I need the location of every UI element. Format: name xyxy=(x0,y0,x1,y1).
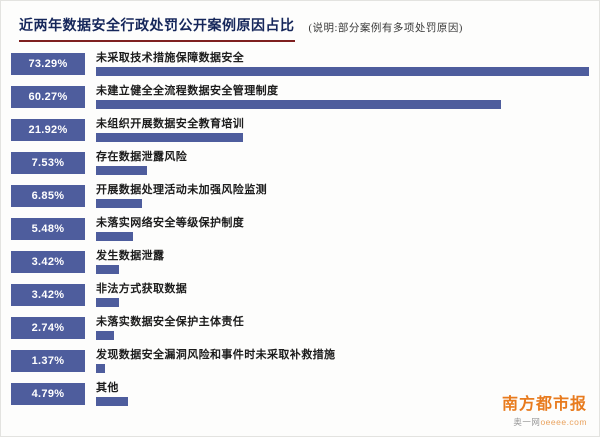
bar-label: 存在数据泄露风险 xyxy=(96,151,188,163)
percent-badge: 2.74% xyxy=(11,317,85,339)
chart-header: 近两年数据安全行政处罚公开案例原因占比 (说明:部分案例有多项处罚原因) xyxy=(1,1,599,42)
bar-label: 未落实数据安全保护主体责任 xyxy=(96,316,245,328)
percent-badge: 60.27% xyxy=(11,86,85,108)
bar-row: 5.48% 未落实网络安全等级保护制度 xyxy=(11,217,589,241)
brand-subtitle: 奥一网oeeee.com xyxy=(502,416,587,428)
percent-badge: 6.85% xyxy=(11,185,85,207)
bar xyxy=(96,298,119,307)
bar-row: 4.79% 其他 xyxy=(11,382,589,406)
bar-label: 未建立健全全流程数据安全管理制度 xyxy=(96,85,279,97)
bar-row: 1.37% 发现数据安全漏洞风险和事件时未采取补救措施 xyxy=(11,349,589,373)
bar-label: 未落实网络安全等级保护制度 xyxy=(96,217,245,229)
bar xyxy=(96,67,589,76)
brand-logo: 南方都市报 奥一网oeeee.com xyxy=(502,396,587,428)
bar xyxy=(96,232,133,241)
page-title: 近两年数据安全行政处罚公开案例原因占比 xyxy=(19,15,295,42)
percent-badge: 3.42% xyxy=(11,284,85,306)
bar-label: 未组织开展数据安全教育培训 xyxy=(96,118,245,130)
percent-badge: 1.37% xyxy=(11,350,85,372)
bar-row: 73.29% 未采取技术措施保障数据安全 xyxy=(11,52,589,76)
bar-label: 开展数据处理活动未加强风险监测 xyxy=(96,184,267,196)
bar-label: 发生数据泄露 xyxy=(96,250,165,262)
bar-row: 7.53% 存在数据泄露风险 xyxy=(11,151,589,175)
bar-label: 其他 xyxy=(96,382,119,394)
bar-row: 6.85% 开展数据处理活动未加强风险监测 xyxy=(11,184,589,208)
bar xyxy=(96,133,244,142)
brand-name: 南方都市报 xyxy=(501,396,587,413)
bar-row: 60.27% 未建立健全全流程数据安全管理制度 xyxy=(11,85,589,109)
bar-row: 2.74% 未落实数据安全保护主体责任 xyxy=(11,316,589,340)
site-prefix: 奥一网 xyxy=(513,417,541,427)
bar-row: 21.92% 未组织开展数据安全教育培训 xyxy=(11,118,589,142)
percent-badge: 21.92% xyxy=(11,119,85,141)
bar xyxy=(96,364,106,373)
bar-row: 3.42% 非法方式获取数据 xyxy=(11,283,589,307)
bar xyxy=(96,199,143,208)
site-domain: oeeee.com xyxy=(540,417,587,427)
bar-label: 发现数据安全漏洞风险和事件时未采取补救措施 xyxy=(96,349,336,361)
bar xyxy=(96,331,115,340)
bar-label: 非法方式获取数据 xyxy=(96,283,188,295)
bar-row: 3.42% 发生数据泄露 xyxy=(11,250,589,274)
percent-badge: 5.48% xyxy=(11,218,85,240)
bar xyxy=(96,265,119,274)
bar xyxy=(96,397,129,406)
percent-badge: 3.42% xyxy=(11,251,85,273)
title-note: (说明:部分案例有多项处罚原因) xyxy=(308,23,463,34)
bar xyxy=(96,166,147,175)
bar xyxy=(96,100,502,109)
percent-badge: 73.29% xyxy=(11,53,85,75)
bar-chart: 73.29% 未采取技术措施保障数据安全 60.27% 未建立健全全流程数据安全… xyxy=(1,42,599,406)
percent-badge: 4.79% xyxy=(11,383,85,405)
bar-label: 未采取技术措施保障数据安全 xyxy=(96,52,245,64)
percent-badge: 7.53% xyxy=(11,152,85,174)
